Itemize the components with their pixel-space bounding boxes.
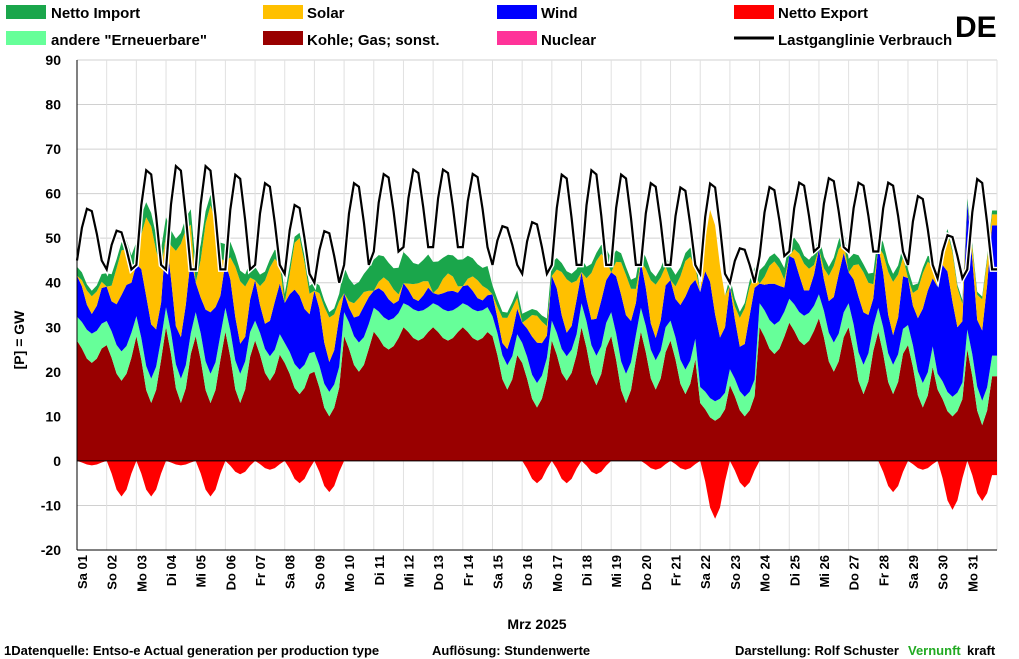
x-tick-label: Fr 14 xyxy=(461,554,476,586)
legend-swatch-andere xyxy=(6,31,46,45)
x-tick-label: So 09 xyxy=(312,555,327,590)
y-tick-label: 40 xyxy=(45,275,61,291)
y-tick-label: -10 xyxy=(41,497,61,513)
legend-swatch-solar xyxy=(263,5,303,19)
legend-swatch-nuclear xyxy=(497,31,537,45)
x-tick-labels: Sa 01 So 02 Mo 03 Di 04 Mi 05 Do 06 Fr 07 Sa 08… xyxy=(75,554,980,592)
x-tick-label: So 02 xyxy=(105,555,120,590)
x-tick-label: Sa 15 xyxy=(490,555,505,589)
x-tick-label: Sa 08 xyxy=(283,555,298,589)
y-tick-label: 90 xyxy=(45,52,61,68)
area-kohle xyxy=(77,318,997,461)
x-tick-label: Do 13 xyxy=(431,555,446,590)
y-axis-label: [P] = GW xyxy=(11,310,27,370)
y-tick-label: 0 xyxy=(53,453,61,469)
x-tick-label: Mi 19 xyxy=(609,555,624,588)
x-tick-label: Fr 21 xyxy=(669,555,684,586)
x-tick-label: So 30 xyxy=(936,555,951,590)
legend-netto-import: Netto Import xyxy=(51,5,140,22)
y-tick-label: 10 xyxy=(45,408,61,424)
legend-andere: andere "Erneuerbare" xyxy=(51,32,207,49)
x-tick-label: Mi 26 xyxy=(817,555,832,588)
y-tick-label: 20 xyxy=(45,364,61,380)
area-andere xyxy=(77,294,997,426)
x-tick-label: Di 18 xyxy=(580,555,595,586)
x-tick-label: Sa 29 xyxy=(906,555,921,589)
x-tick-label: Di 04 xyxy=(164,554,179,586)
x-tick-label: Sa 01 xyxy=(75,555,90,589)
x-tick-label: Mo 31 xyxy=(965,555,980,592)
x-tick-label: Do 20 xyxy=(639,555,654,590)
footer-brand-green: Vernunft xyxy=(908,643,961,658)
legend-netto-export: Netto Export xyxy=(778,5,868,22)
x-tick-label: Sa 22 xyxy=(698,555,713,589)
axes xyxy=(76,60,997,551)
y-tick-label: -20 xyxy=(41,542,61,558)
x-tick-label: Mo 03 xyxy=(134,555,149,592)
x-tick-label: Mo 17 xyxy=(550,555,565,592)
x-tick-label: Do 06 xyxy=(223,555,238,590)
legend-wind: Wind xyxy=(541,5,578,22)
x-tick-label: Mi 12 xyxy=(401,555,416,588)
legend-kohle: Kohle; Gas; sonst. xyxy=(307,32,440,49)
y-tick-label: 60 xyxy=(45,186,61,202)
x-tick-label: Di 25 xyxy=(787,555,802,586)
load-line xyxy=(75,163,997,287)
x-tick-label: Mi 05 xyxy=(194,555,209,588)
footer-author: Darstellung: Rolf Schuster xyxy=(735,643,899,658)
legend-swatch-netto-export xyxy=(734,5,774,19)
y-tick-label: 30 xyxy=(45,319,61,335)
legend-nuclear: Nuclear xyxy=(541,32,596,49)
y-tick-labels: -20 -10 0 10 20 30 40 50 60 70 80 90 xyxy=(41,52,61,558)
legend-last: Lastganglinie Verbrauch xyxy=(778,32,952,49)
y-tick-label: 70 xyxy=(45,141,61,157)
legend-swatch-netto-import xyxy=(6,5,46,19)
area-wind xyxy=(77,202,997,402)
y-tick-label: 80 xyxy=(45,97,61,113)
x-tick-label: Mo 10 xyxy=(342,555,357,592)
legend-swatch-kohle xyxy=(263,31,303,45)
x-axis-label: Mrz 2025 xyxy=(507,616,566,632)
x-tick-label: Fr 28 xyxy=(876,555,891,586)
x-tick-label: Di 11 xyxy=(372,555,387,585)
x-tick-label: So 16 xyxy=(520,555,535,590)
footer-resolution: Auflösung: Stundenwerte xyxy=(432,643,590,658)
area-netto-export xyxy=(77,460,997,519)
plot-areas xyxy=(74,160,997,519)
footer: 1Datenquelle: Entso-e Actual generation … xyxy=(4,643,996,658)
footer-brand-black: kraft xyxy=(967,643,996,658)
area-netto-import xyxy=(77,194,997,327)
footer-source: 1Datenquelle: Entso-e Actual generation … xyxy=(4,643,379,658)
area-solar xyxy=(77,202,997,362)
legend-solar: Solar xyxy=(307,5,345,22)
y-tick-label: 50 xyxy=(45,230,61,246)
x-tick-label: Fr 07 xyxy=(253,555,268,586)
x-tick-label: So 23 xyxy=(728,555,743,590)
x-tick-label: Mo 24 xyxy=(758,554,773,592)
legend: Netto Import Solar Wind Netto Export and… xyxy=(6,5,997,49)
country-label: DE xyxy=(955,11,997,44)
x-tick-label: Do 27 xyxy=(847,555,862,590)
legend-swatch-wind xyxy=(497,5,537,19)
